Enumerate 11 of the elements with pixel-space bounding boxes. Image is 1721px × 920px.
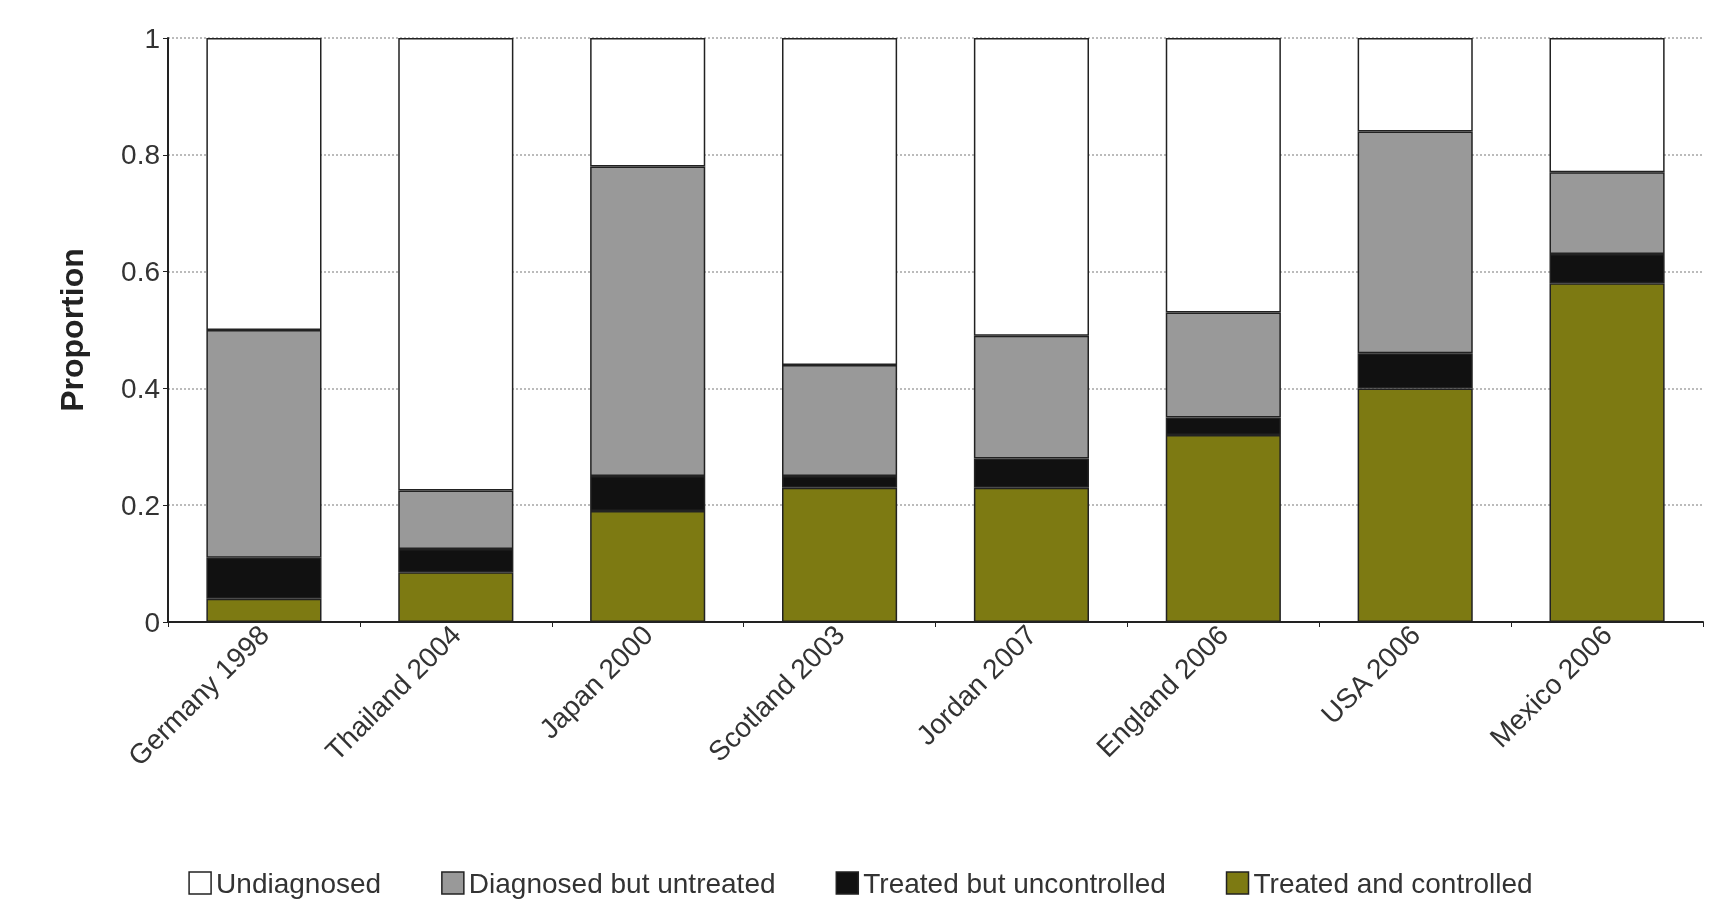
y-tick-label: 0.4 [121, 372, 160, 404]
legend-label: Diagnosed but untreated [468, 867, 776, 899]
legend-label: Treated but uncontrolled [863, 867, 1166, 899]
y-tick-label: 0.2 [121, 489, 160, 521]
y-tick-label: 0.8 [121, 139, 160, 171]
y-tick-label: 0.6 [121, 256, 160, 288]
legend-label: Treated and controlled [1253, 867, 1533, 899]
y-tick-label: 0 [144, 606, 160, 638]
y-tick-label: 1 [144, 22, 160, 54]
y-axis-title: Proportion [54, 248, 90, 412]
legend-label: Undiagnosed [216, 867, 382, 899]
